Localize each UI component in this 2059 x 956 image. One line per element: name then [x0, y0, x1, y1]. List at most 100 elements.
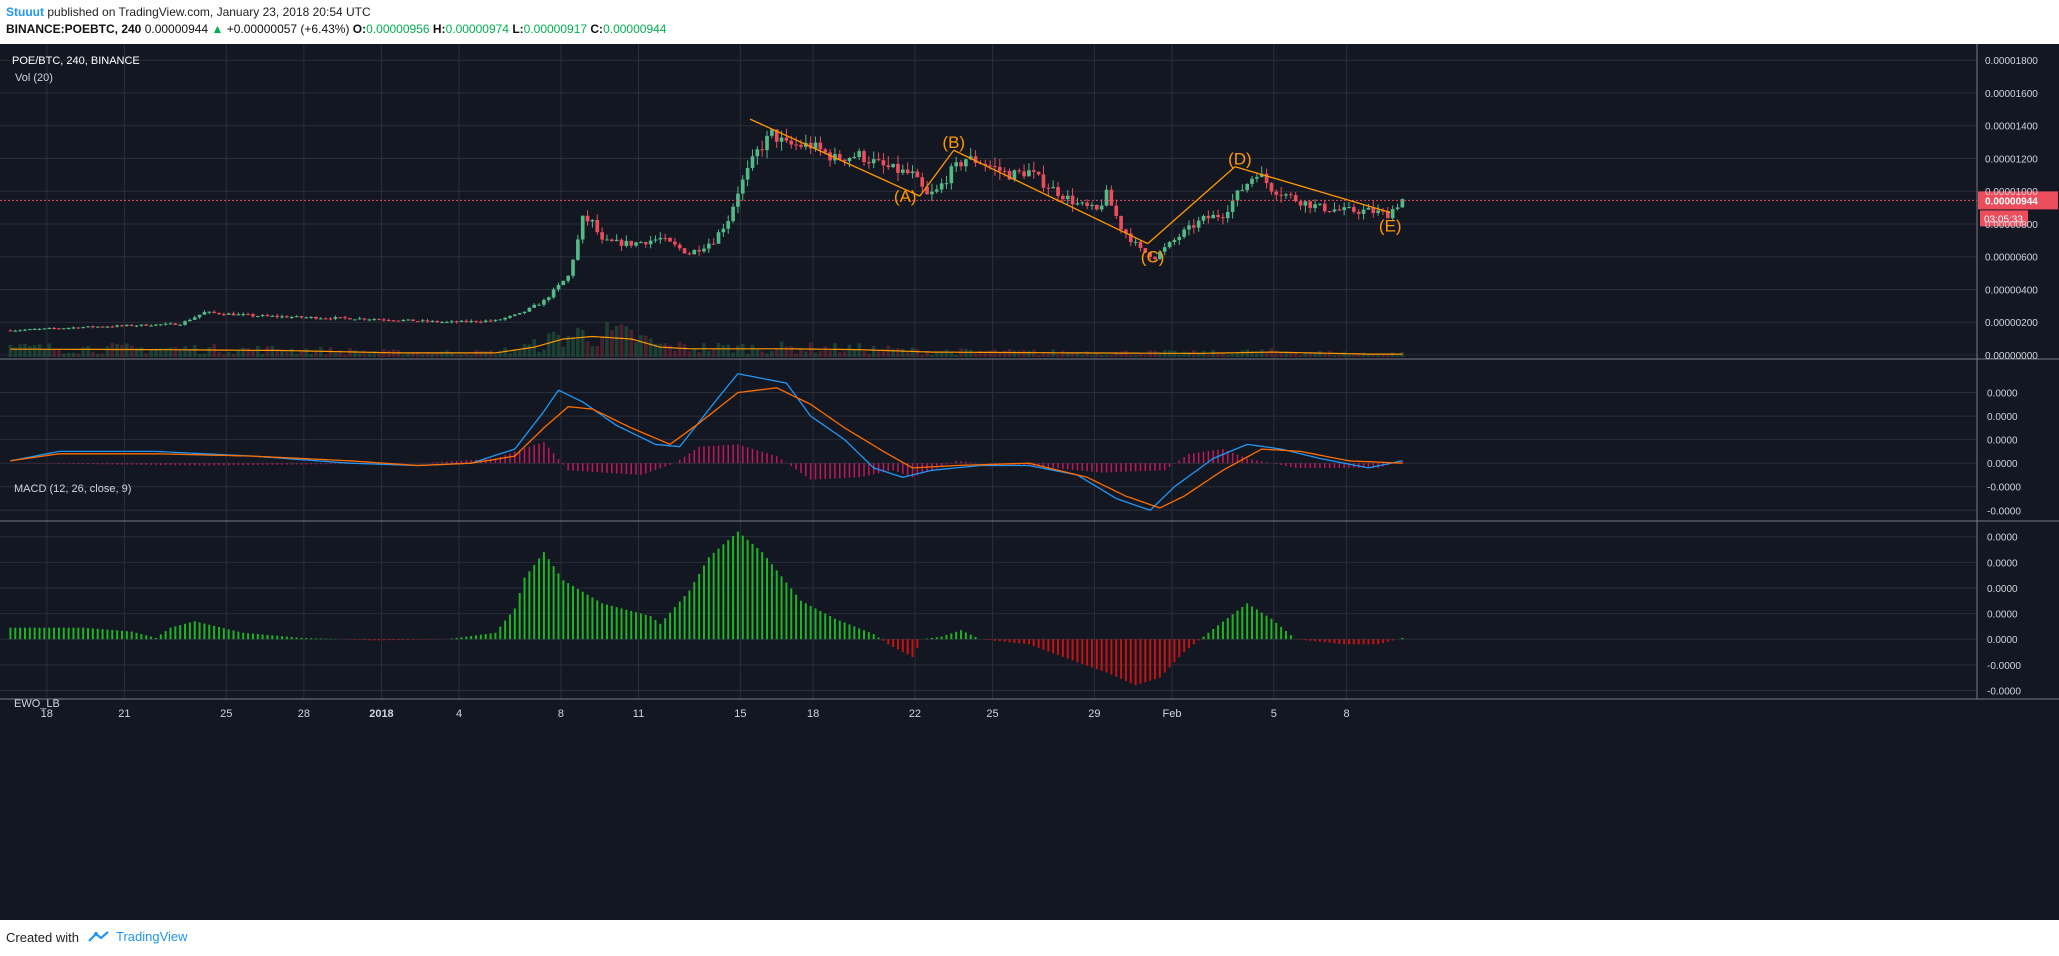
- volume-bar: [508, 353, 512, 357]
- candle-body: [925, 186, 929, 195]
- candle-body: [23, 329, 27, 331]
- candle-body: [1308, 201, 1313, 209]
- volume-bar: [901, 348, 905, 357]
- volume-bars: [8, 321, 1405, 357]
- volume-bar: [304, 348, 309, 357]
- volume-bar: [944, 349, 949, 357]
- volume-bar: [978, 351, 983, 357]
- volume-bar: [687, 351, 692, 357]
- ewo-pane: [9, 531, 1404, 686]
- volume-bar: [280, 351, 284, 357]
- candle-body: [338, 317, 343, 319]
- candle-body: [1095, 204, 1099, 210]
- candle-body: [576, 239, 580, 260]
- volume-bar: [1031, 349, 1036, 357]
- candle-body: [522, 311, 527, 314]
- volume-bar: [52, 349, 56, 357]
- candle-body: [37, 328, 42, 330]
- candle-body: [624, 240, 629, 246]
- x-tick-label: 29: [1088, 708, 1100, 720]
- volume-bar: [1177, 354, 1182, 357]
- wave-trendline: [749, 118, 921, 197]
- volume-bar: [1322, 352, 1327, 357]
- volume-bar: [1303, 352, 1308, 357]
- candle-body: [95, 326, 100, 328]
- volume-bar: [120, 344, 124, 357]
- candle-body: [57, 328, 61, 330]
- candle-body: [1002, 170, 1007, 172]
- wave-trendline: [1147, 166, 1236, 245]
- volume-bar: [556, 334, 561, 357]
- x-tick-label: 8: [558, 708, 564, 720]
- volume-bar: [513, 349, 517, 357]
- candlesticks: [8, 128, 1405, 332]
- candle-body: [352, 319, 357, 321]
- volume-bar: [1230, 353, 1235, 357]
- candle-body: [13, 330, 18, 332]
- username-link[interactable]: Stuuut: [6, 5, 44, 19]
- volume-label: Vol (20): [15, 72, 53, 84]
- candle-body: [309, 316, 313, 318]
- volume-bar: [483, 351, 488, 357]
- volume-bar: [1109, 354, 1114, 357]
- volume-bar: [469, 355, 473, 357]
- volume-bar: [105, 346, 110, 357]
- candle-body: [847, 157, 852, 162]
- candle-body: [129, 324, 134, 326]
- volume-bar: [1371, 354, 1376, 357]
- candle-body: [697, 249, 701, 252]
- candle-body: [18, 330, 22, 332]
- volume-bar: [1114, 352, 1119, 357]
- candle-body: [663, 237, 667, 239]
- candle-body: [1259, 173, 1264, 177]
- candle-body: [1332, 209, 1337, 212]
- volume-bar: [362, 350, 367, 357]
- candle-body: [1327, 211, 1332, 213]
- volume-bar: [464, 353, 469, 357]
- candle-body: [294, 316, 299, 318]
- candle-body: [808, 142, 813, 149]
- volume-bar: [294, 353, 299, 357]
- close-label: C:: [590, 22, 604, 36]
- footer: Created with TradingView: [0, 920, 2059, 956]
- volume-bar: [852, 349, 857, 357]
- candle-body: [1153, 257, 1157, 259]
- volume-bar: [750, 344, 755, 357]
- x-tick-label: 18: [807, 708, 819, 720]
- grid-lines: [0, 44, 1977, 699]
- wave-label: (C): [1141, 248, 1165, 267]
- candle-body: [993, 166, 997, 168]
- x-tick-label: 5: [1271, 708, 1277, 720]
- last-price-label: 0.00000944: [1985, 196, 2038, 207]
- candle-body: [595, 219, 600, 233]
- candle-body: [178, 324, 182, 326]
- volume-bar: [1027, 350, 1031, 357]
- chart-area[interactable]: 0.00000944 03:05:33 (A) (B) (C) (D) (E) 18 21 25…: [0, 44, 2059, 920]
- volume-bar: [367, 352, 372, 357]
- volume-bar: [241, 347, 246, 357]
- volume-bar: [95, 353, 100, 357]
- wave-label: (E): [1379, 217, 1402, 236]
- volume-bar: [823, 346, 828, 357]
- volume-bar: [309, 353, 313, 357]
- x-tick-label: 11: [633, 708, 644, 720]
- volume-bar: [47, 343, 52, 357]
- candle-body: [226, 313, 231, 315]
- volume-bar: [134, 347, 139, 357]
- wave-label: (B): [942, 133, 965, 152]
- tradingview-link[interactable]: TradingView: [88, 929, 188, 944]
- candle-body: [445, 321, 449, 323]
- volume-bar: [406, 353, 410, 357]
- chart-svg[interactable]: 0.00000944 03:05:33 (A) (B) (C) (D) (E) 18 21 25…: [0, 44, 2059, 920]
- volume-bar: [847, 344, 852, 357]
- candle-body: [1371, 207, 1376, 214]
- candle-body: [973, 156, 978, 163]
- volume-bar: [420, 354, 425, 357]
- candle-body: [1386, 211, 1390, 219]
- high-value: 0.00000974: [445, 22, 509, 36]
- volume-bar: [595, 346, 600, 357]
- volume-bar: [983, 351, 988, 357]
- volume-bar: [1284, 351, 1288, 357]
- candle-body: [144, 324, 149, 326]
- candle-body: [891, 163, 895, 168]
